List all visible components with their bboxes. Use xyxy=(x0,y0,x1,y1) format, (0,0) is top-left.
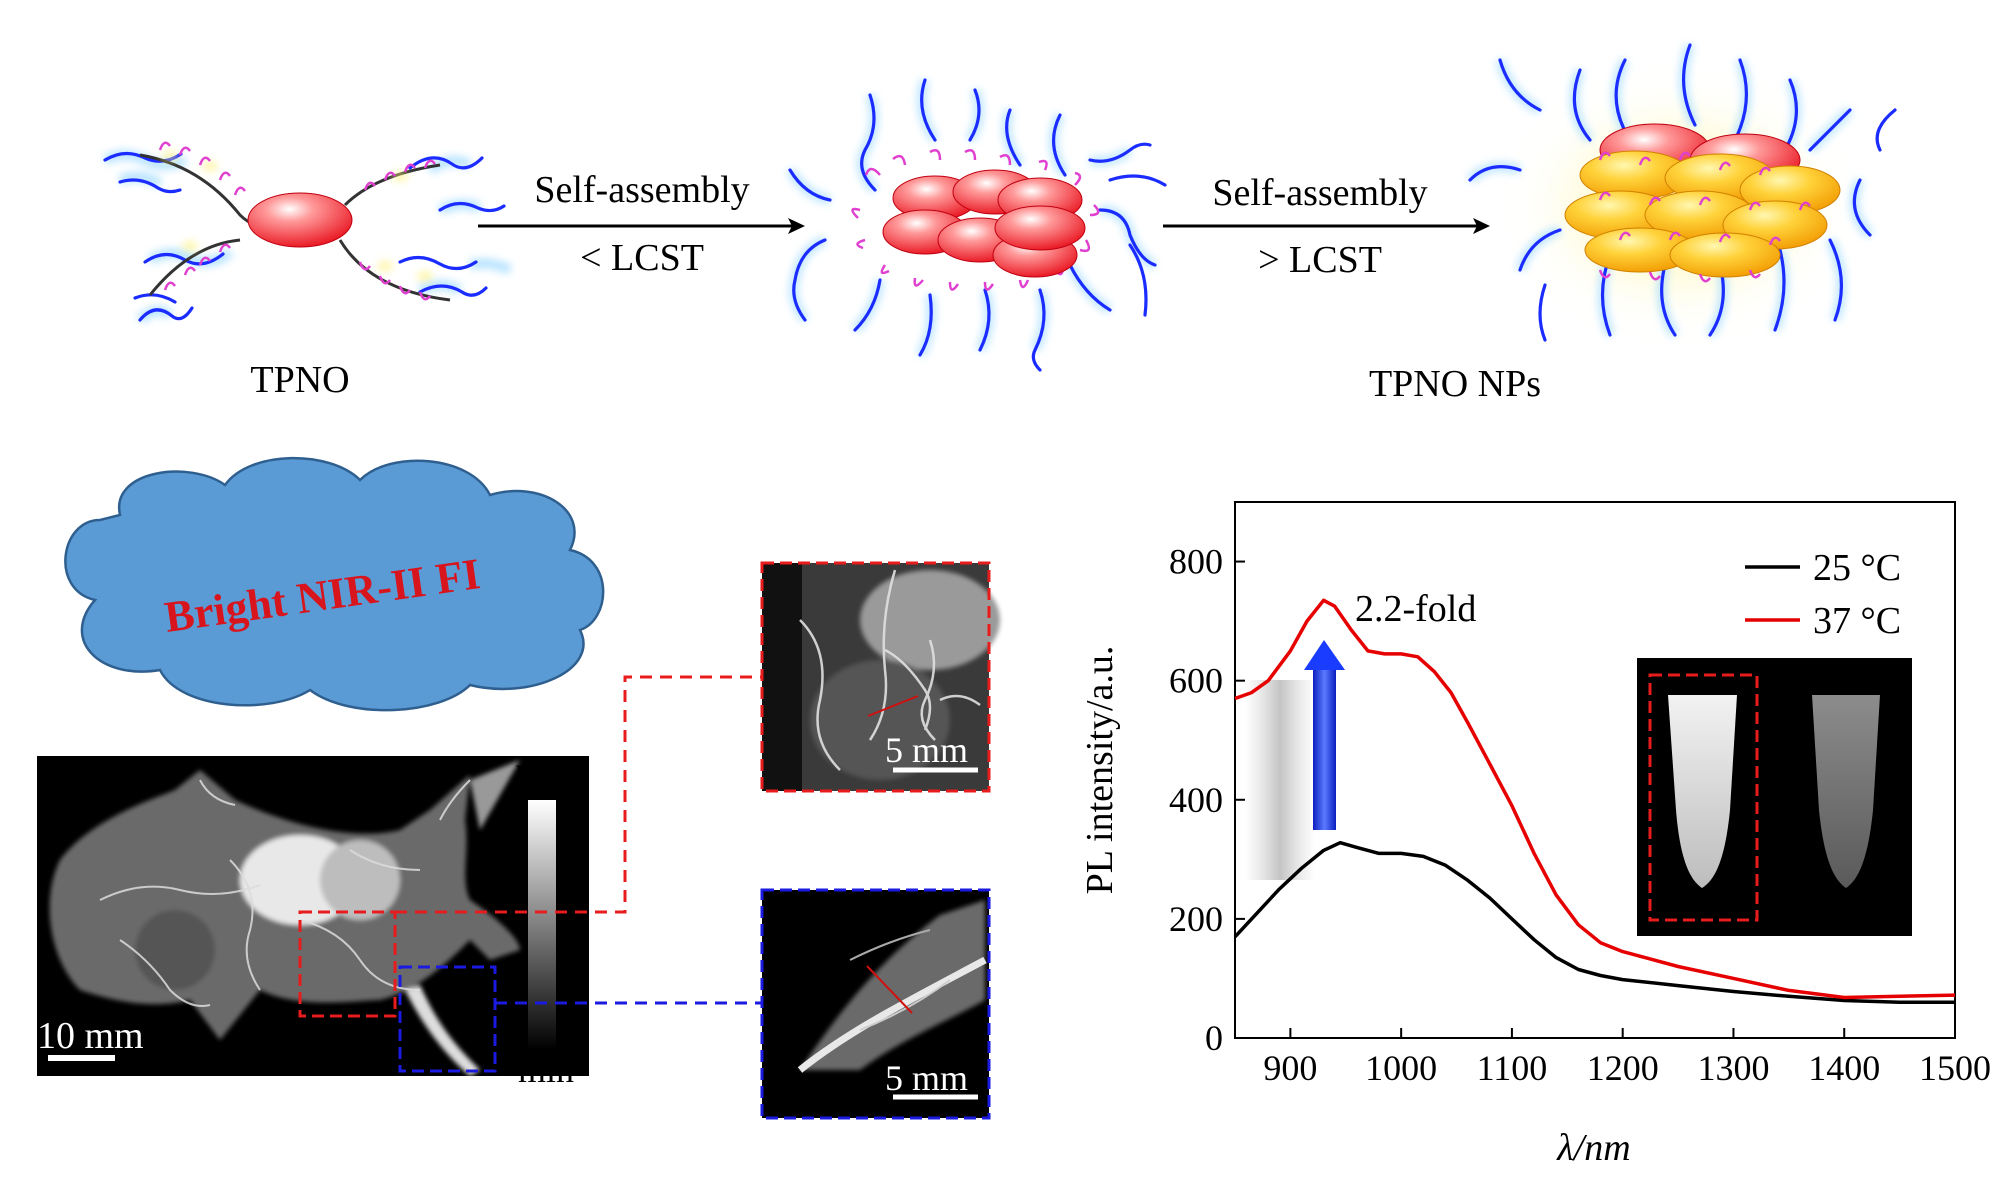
arrow-step1: Self-assembly < LCST xyxy=(478,169,805,279)
x-tick-label: 1500 xyxy=(1919,1048,1991,1088)
tpno-molecule xyxy=(102,141,513,324)
x-tick-label: 1000 xyxy=(1365,1048,1437,1088)
fold-annotation: 2.2-fold xyxy=(1355,588,1476,630)
tube-inset xyxy=(1637,658,1912,936)
colorbar: max min xyxy=(515,750,577,1090)
fold-arrow xyxy=(1304,640,1345,830)
step1-bottom-label: < LCST xyxy=(580,237,704,279)
bright-nir-cloud: Bright NIR-II FI xyxy=(64,456,605,712)
mouse-nir-image: 10 mm xyxy=(37,756,589,1076)
main-scale-label: 10 mm xyxy=(37,1015,144,1057)
x-axis-label: λ/nm xyxy=(1556,1127,1630,1169)
x-tick-label: 900 xyxy=(1263,1048,1317,1088)
inset-red-scale-label: 5 mm xyxy=(885,730,968,770)
plot-frame xyxy=(1234,501,1956,1039)
y-tick-label: 400 xyxy=(1169,780,1223,820)
np-grafts xyxy=(1598,151,1811,283)
legend-label-37c: 37 °C xyxy=(1813,600,1901,642)
pnipam-grafts xyxy=(158,141,436,301)
arrow-step2: Self-assembly > LCST xyxy=(1163,172,1490,281)
y-tick-label: 800 xyxy=(1169,542,1223,582)
x-tick-label: 1200 xyxy=(1587,1048,1659,1088)
roi-red-box xyxy=(298,910,397,1018)
mouse-vessels xyxy=(99,779,471,1007)
x-tick-label: 1400 xyxy=(1808,1048,1880,1088)
colorbar-min-label: min xyxy=(518,1050,574,1090)
series-line-37c xyxy=(1234,598,1956,1000)
tube-highlight-box xyxy=(1648,673,1759,922)
step2-top-label: Self-assembly xyxy=(1212,172,1427,214)
core-ellipse xyxy=(247,192,353,248)
inset-red: 5 mm xyxy=(760,561,1000,793)
pl-chart: 900 1000 1100 1200 1300 1400 1500 0 200 400 600 800… xyxy=(1079,501,1991,1169)
colorbar-max-label: max xyxy=(515,750,577,790)
roi-blue-box xyxy=(398,965,497,1073)
label-tpno-nps: TPNO NPs xyxy=(1369,363,1541,405)
label-tpno: TPNO xyxy=(250,359,349,401)
x-tick-label: 1300 xyxy=(1697,1048,1769,1088)
inset-blue-scale-label: 5 mm xyxy=(885,1058,968,1098)
micelle-below-lcst xyxy=(785,78,1167,372)
micelle-peg-chains xyxy=(788,78,1167,372)
x-tick-label: 1100 xyxy=(1477,1048,1548,1088)
chart-legend: 25 °C 37 °C xyxy=(1745,547,1901,642)
mouse-body xyxy=(49,760,520,1076)
shaded-band xyxy=(1245,680,1315,880)
series-line-25c xyxy=(1233,840,1955,1005)
chart-series xyxy=(1233,598,1956,1005)
nanoparticle-above-lcst xyxy=(1466,43,1897,342)
red-connector xyxy=(395,675,762,914)
axis-ticks: 900 1000 1100 1200 1300 1400 1500 0 200 400 600 800 xyxy=(1169,542,1991,1088)
inset-blue: 5 mm xyxy=(760,888,991,1120)
scheme-panel: TPNO Self-assembly < LCST xyxy=(102,43,1897,405)
step1-top-label: Self-assembly xyxy=(534,169,749,211)
step2-bottom-label: > LCST xyxy=(1258,239,1382,281)
tube-37c xyxy=(1668,695,1737,888)
micelle-grafts xyxy=(851,149,1100,291)
legend-label-25c: 25 °C xyxy=(1813,547,1901,589)
y-tick-label: 600 xyxy=(1169,661,1223,701)
tube-25c xyxy=(1812,695,1880,888)
y-tick-label: 0 xyxy=(1205,1018,1223,1058)
y-tick-label: 200 xyxy=(1169,899,1223,939)
y-axis-label: PL intensity/a.u. xyxy=(1079,646,1121,895)
